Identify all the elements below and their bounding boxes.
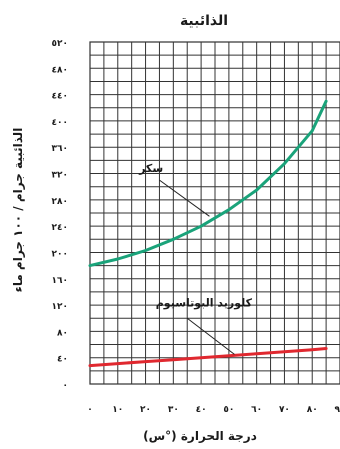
series-layer xyxy=(88,99,328,368)
y-tick-label: ٣٢٠ xyxy=(52,171,68,181)
x-tick-labels: ٠ ١٠ ٢٠ ٣٠ ٤٠ ٥٠ ٦٠ ٧٠ ٨٠ ٩٠ xyxy=(87,405,340,415)
chart-title: الذائبية xyxy=(180,13,228,29)
series-label-sugar: سكر xyxy=(138,162,163,175)
x-tick-label: ٠ xyxy=(87,405,93,415)
x-tick-label: ٦٠ xyxy=(251,405,262,415)
y-tick-label: ٣٦٠ xyxy=(52,144,68,154)
x-tick-label: ١٠ xyxy=(112,405,123,415)
y-tick-label: ٢٨٠ xyxy=(52,197,68,207)
series-label-kcl: كلوريد البوتاسيوم xyxy=(156,296,253,309)
x-tick-label: ٢٠ xyxy=(140,405,151,415)
y-axis-label: الذائبية جرام / ١٠٠ جرام ماء xyxy=(11,128,26,293)
y-tick-label: ٤٤٠ xyxy=(52,92,68,102)
y-tick-labels: ٠ ٤٠ ٨٠ ١٢٠ ١٦٠ ٢٠٠ ٢٤٠ ٢٨٠ ٣٢٠ ٣٦٠ ٤٠٠ ٤٤٠ ٤٨٠ ٥٢٠ xyxy=(52,39,68,391)
series-leader-kcl xyxy=(186,317,235,355)
y-tick-label: ٤٠٠ xyxy=(52,118,68,128)
series-leader-sugar xyxy=(159,179,210,217)
x-tick-label: ٧٠ xyxy=(279,405,290,415)
y-tick-label: ٨٠ xyxy=(57,328,68,338)
y-tick-label: ١٦٠ xyxy=(52,276,68,286)
series-labels: سكر كلوريد البوتاسيوم xyxy=(138,162,253,355)
x-tick-label: ٩٠ xyxy=(335,405,340,415)
grid xyxy=(89,41,340,385)
y-tick-label: ٤٨٠ xyxy=(52,65,68,75)
x-tick-label: ٥٠ xyxy=(223,405,234,415)
x-tick-label: ٨٠ xyxy=(307,405,318,415)
y-tick-label: ١٢٠ xyxy=(52,302,68,312)
series-line-0 xyxy=(88,99,328,268)
y-tick-label: ٥٢٠ xyxy=(52,39,68,49)
y-tick-label: ٤٠ xyxy=(57,355,68,365)
x-tick-label: ٣٠ xyxy=(168,405,179,415)
x-tick-label: ٤٠ xyxy=(196,405,207,415)
y-tick-label: ٠ xyxy=(63,381,69,391)
series-line-1 xyxy=(88,347,328,368)
y-tick-label: ٢٤٠ xyxy=(52,223,68,233)
y-tick-label: ٢٠٠ xyxy=(52,249,68,259)
x-axis-label: درجة الحرارة (°س) xyxy=(143,429,257,443)
